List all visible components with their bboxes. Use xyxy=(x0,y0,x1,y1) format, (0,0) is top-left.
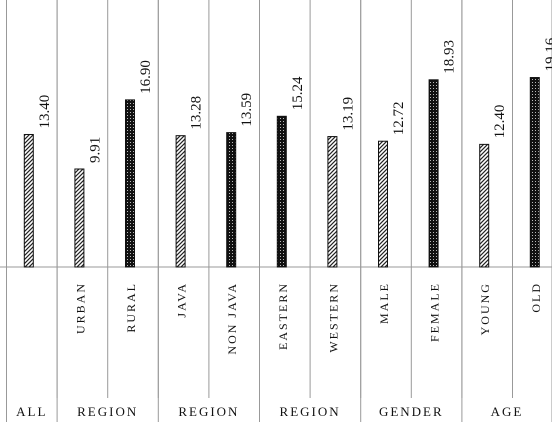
value-label: 13.19 xyxy=(340,97,356,131)
x-tick-label: JAVA xyxy=(175,282,189,318)
value-label: 15.24 xyxy=(290,76,306,110)
x-tick-label: FEMALE xyxy=(428,282,442,342)
bar xyxy=(378,140,388,268)
group-label: GENDER xyxy=(379,404,444,419)
value-label: 12.72 xyxy=(391,101,407,135)
x-tick-label: YOUNG xyxy=(478,282,492,335)
group-label: REGION xyxy=(178,404,239,419)
group-label: ALL xyxy=(16,404,47,419)
group-label: REGION xyxy=(77,404,138,419)
group-label: REGION xyxy=(280,404,341,419)
bar xyxy=(226,132,237,268)
group-label: AGE xyxy=(491,404,524,419)
value-label: 13.59 xyxy=(239,93,255,127)
x-tick-label: EASTERN xyxy=(276,282,290,350)
x-tick-label: URBAN xyxy=(73,282,87,334)
bar xyxy=(479,143,490,268)
bar xyxy=(428,79,439,268)
value-label: 13.28 xyxy=(189,96,205,130)
bar xyxy=(23,133,34,268)
x-tick-label: RURAL xyxy=(124,282,138,333)
bar xyxy=(276,115,287,268)
value-label: 12.40 xyxy=(492,105,508,139)
value-label: 9.91 xyxy=(87,137,103,163)
bar xyxy=(74,168,85,268)
x-tick-label: WESTERN xyxy=(326,282,340,353)
bar xyxy=(529,77,540,268)
x-tick-label: NON JAVA xyxy=(225,282,239,355)
x-tick-label: MALE xyxy=(377,282,391,324)
bar xyxy=(327,136,338,268)
value-label: 18.93 xyxy=(442,40,458,74)
value-label: 19.16 xyxy=(543,37,552,71)
value-label: 16.90 xyxy=(138,60,154,94)
bar xyxy=(175,135,186,268)
bar xyxy=(125,99,135,268)
value-label: 13.40 xyxy=(37,95,53,129)
x-tick-label: OLD xyxy=(529,282,543,313)
